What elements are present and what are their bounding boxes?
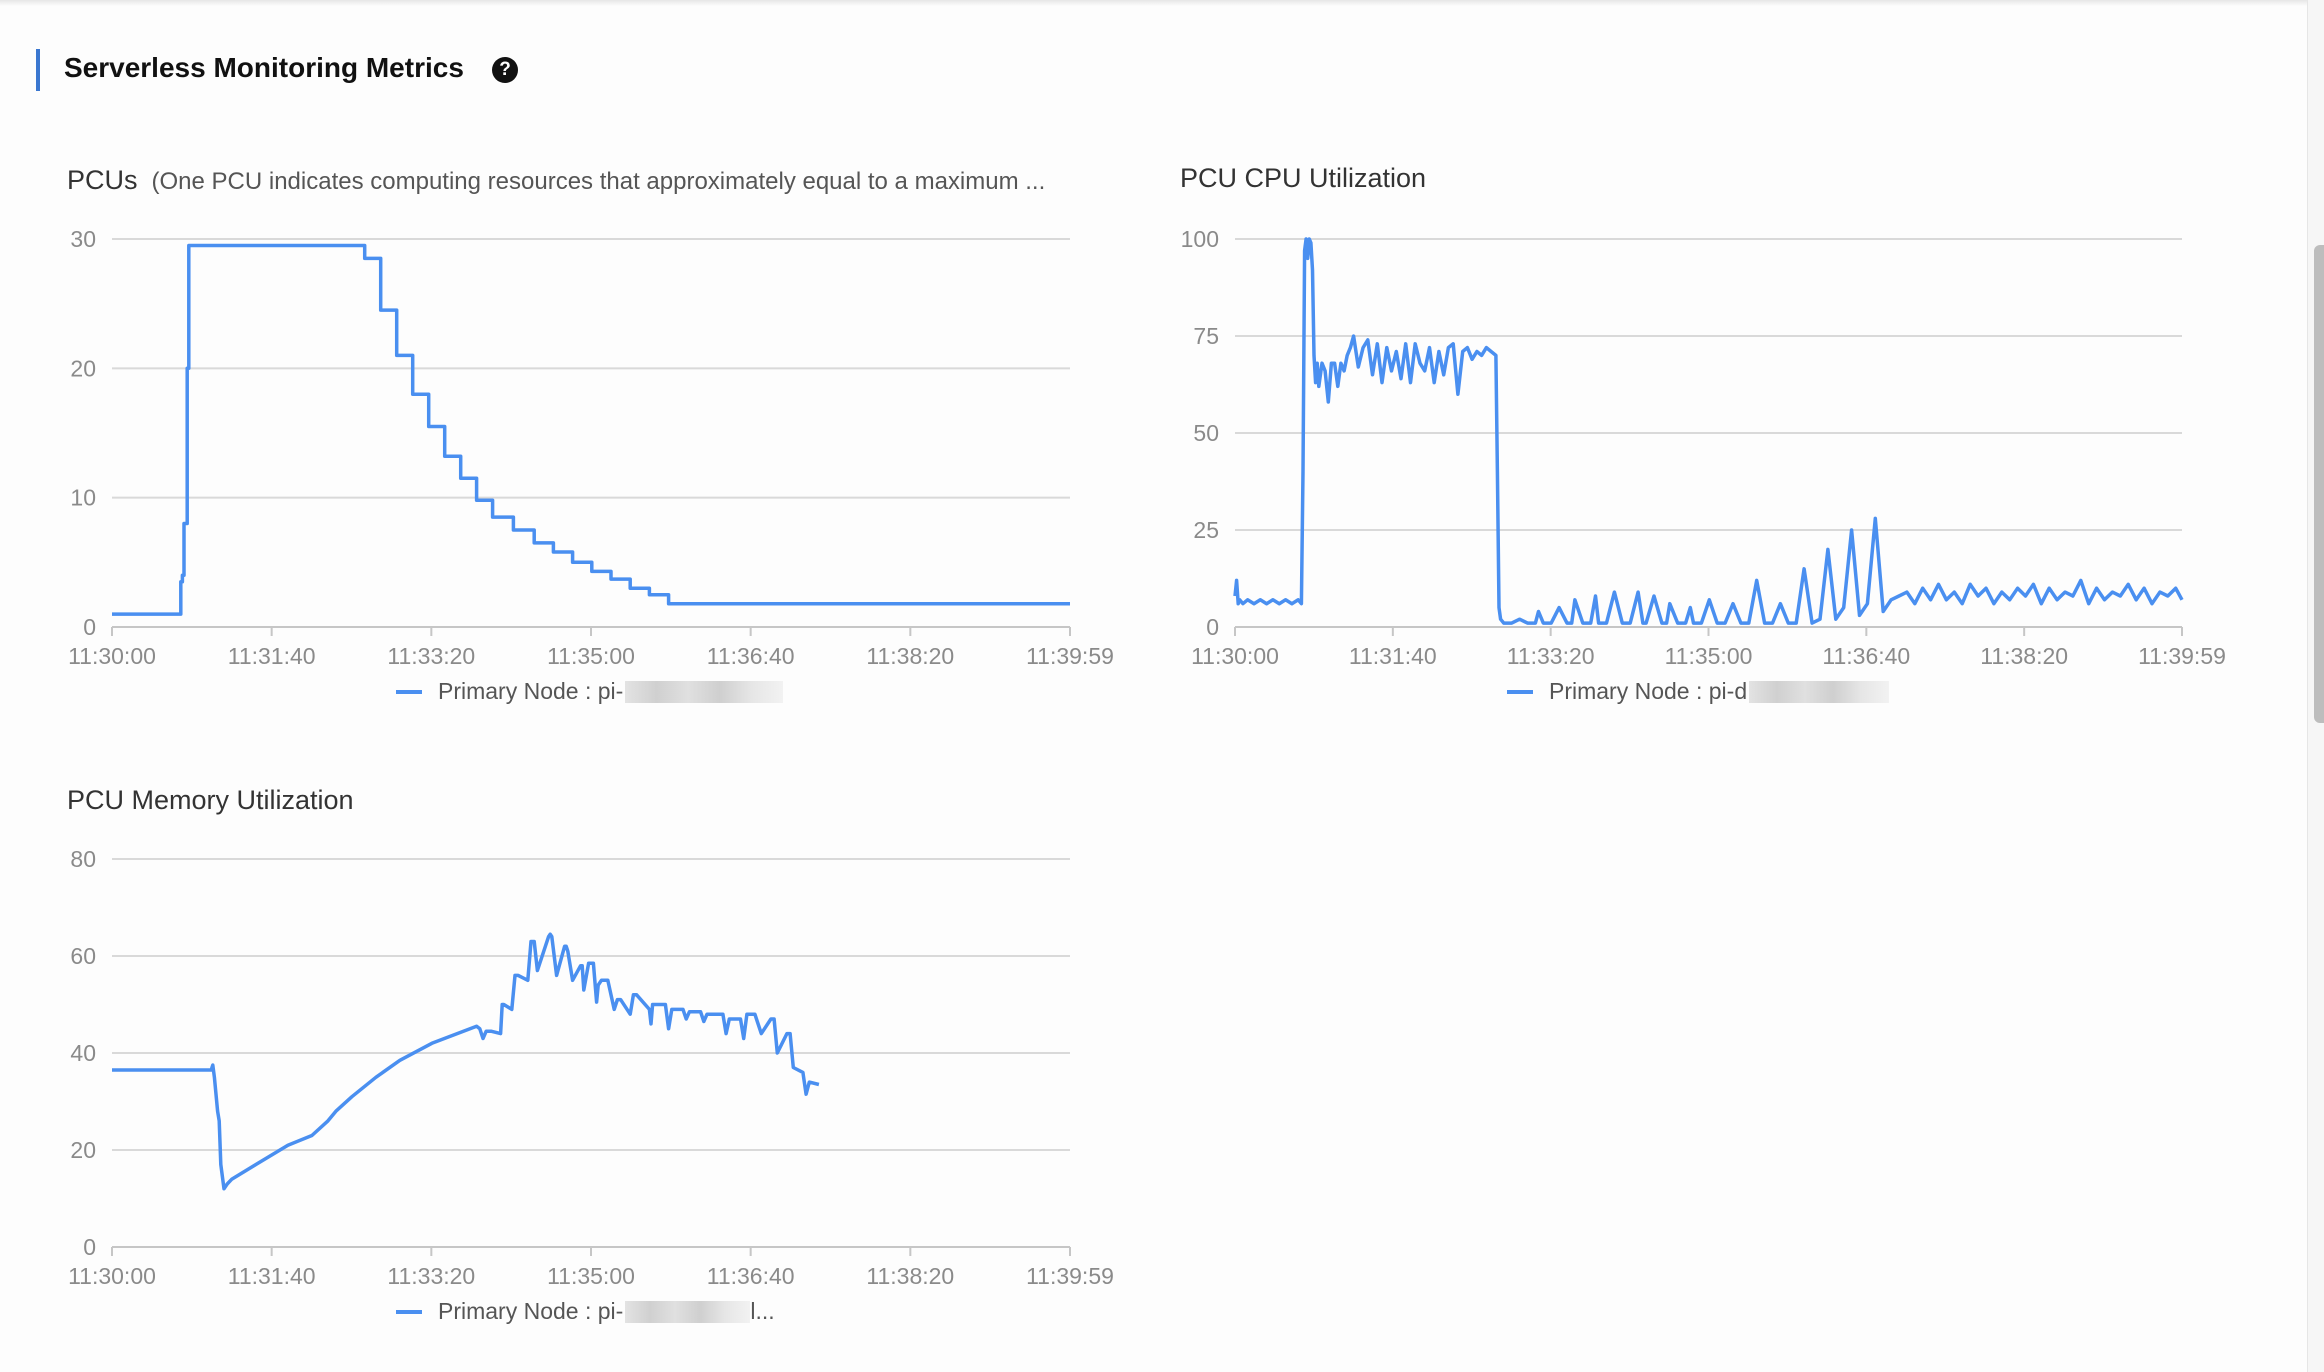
x-tick-label: 11:33:20 [387, 643, 475, 669]
legend-swatch [396, 1309, 422, 1314]
y-tick-label: 50 [1193, 420, 1219, 446]
x-tick-label: 11:39:59 [1026, 1263, 1114, 1289]
x-tick-label: 11:33:20 [387, 1263, 475, 1289]
y-tick-label: 30 [70, 226, 96, 252]
y-tick-label: 60 [70, 943, 96, 969]
x-tick-label: 11:35:00 [1665, 643, 1753, 669]
cpu-legend-label: Primary Node : pi-d [1549, 678, 1748, 704]
y-tick-label: 100 [1181, 226, 1219, 252]
y-tick-label: 25 [1193, 517, 1219, 543]
y-tick-label: 20 [70, 1137, 96, 1163]
x-tick-label: 11:35:00 [547, 643, 635, 669]
cpu-legend[interactable]: Primary Node : pi-d [1507, 678, 1890, 705]
question-circle-icon[interactable]: ? [492, 57, 518, 83]
x-tick-label: 11:38:20 [866, 643, 954, 669]
section-title: Serverless Monitoring Metrics [64, 52, 464, 83]
y-tick-label: 0 [83, 1234, 96, 1260]
y-tick-label: 40 [70, 1040, 96, 1066]
redacted-node-id [625, 1300, 751, 1323]
cpu-chart-title: PCU CPU Utilization [1180, 163, 1427, 193]
legend-swatch [1507, 689, 1533, 694]
y-tick-label: 80 [70, 846, 96, 872]
x-tick-label: 11:38:20 [866, 1263, 954, 1289]
y-tick-label: 20 [70, 355, 96, 381]
x-tick-label: 11:30:00 [1191, 643, 1279, 669]
memory-legend-label: Primary Node : pi- [438, 1298, 624, 1324]
y-tick-label: 10 [70, 485, 96, 511]
pcus-subtitle[interactable]: (One PCU indicates computing resources t… [151, 168, 1046, 195]
y-tick-label: 0 [83, 614, 96, 640]
y-tick-label: 75 [1193, 323, 1219, 349]
series-line[interactable] [1233, 237, 2184, 625]
x-tick-label: 11:31:40 [228, 643, 316, 669]
memory-chart-title: PCU Memory Utilization [67, 785, 354, 815]
x-tick-label: 11:31:40 [1349, 643, 1437, 669]
x-tick-label: 11:30:00 [68, 1263, 156, 1289]
pcus-title: PCUs [67, 165, 138, 195]
pcus-chart-title: PCUs (One PCU indicates computing resourc… [67, 165, 1045, 196]
scrollbar-thumb[interactable] [2314, 245, 2324, 723]
series-line[interactable] [112, 243, 1070, 616]
x-tick-label: 11:39:59 [2138, 643, 2226, 669]
x-tick-label: 11:39:59 [1026, 643, 1114, 669]
x-tick-label: 11:36:40 [1822, 643, 1910, 669]
memory-legend[interactable]: Primary Node : pi-l... [396, 1298, 775, 1325]
x-tick-label: 11:31:40 [228, 1263, 316, 1289]
legend-swatch [396, 689, 422, 694]
x-tick-label: 11:30:00 [68, 643, 156, 669]
y-tick-label: 0 [1206, 614, 1219, 640]
series-line[interactable] [112, 932, 820, 1191]
pcus-legend-label: Primary Node : pi- [438, 678, 624, 704]
x-tick-label: 11:38:20 [1980, 643, 2068, 669]
x-tick-label: 11:36:40 [707, 643, 795, 669]
redacted-node-id [1749, 680, 1890, 703]
top-shadow [0, 0, 2324, 6]
section-accent-bar [36, 49, 40, 91]
pcus-legend[interactable]: Primary Node : pi- [396, 678, 784, 705]
x-tick-label: 11:35:00 [547, 1263, 635, 1289]
x-tick-label: 11:33:20 [1507, 643, 1595, 669]
memory-legend-suffix: l... [750, 1298, 775, 1324]
redacted-node-id [625, 680, 784, 703]
x-tick-label: 11:36:40 [707, 1263, 795, 1289]
